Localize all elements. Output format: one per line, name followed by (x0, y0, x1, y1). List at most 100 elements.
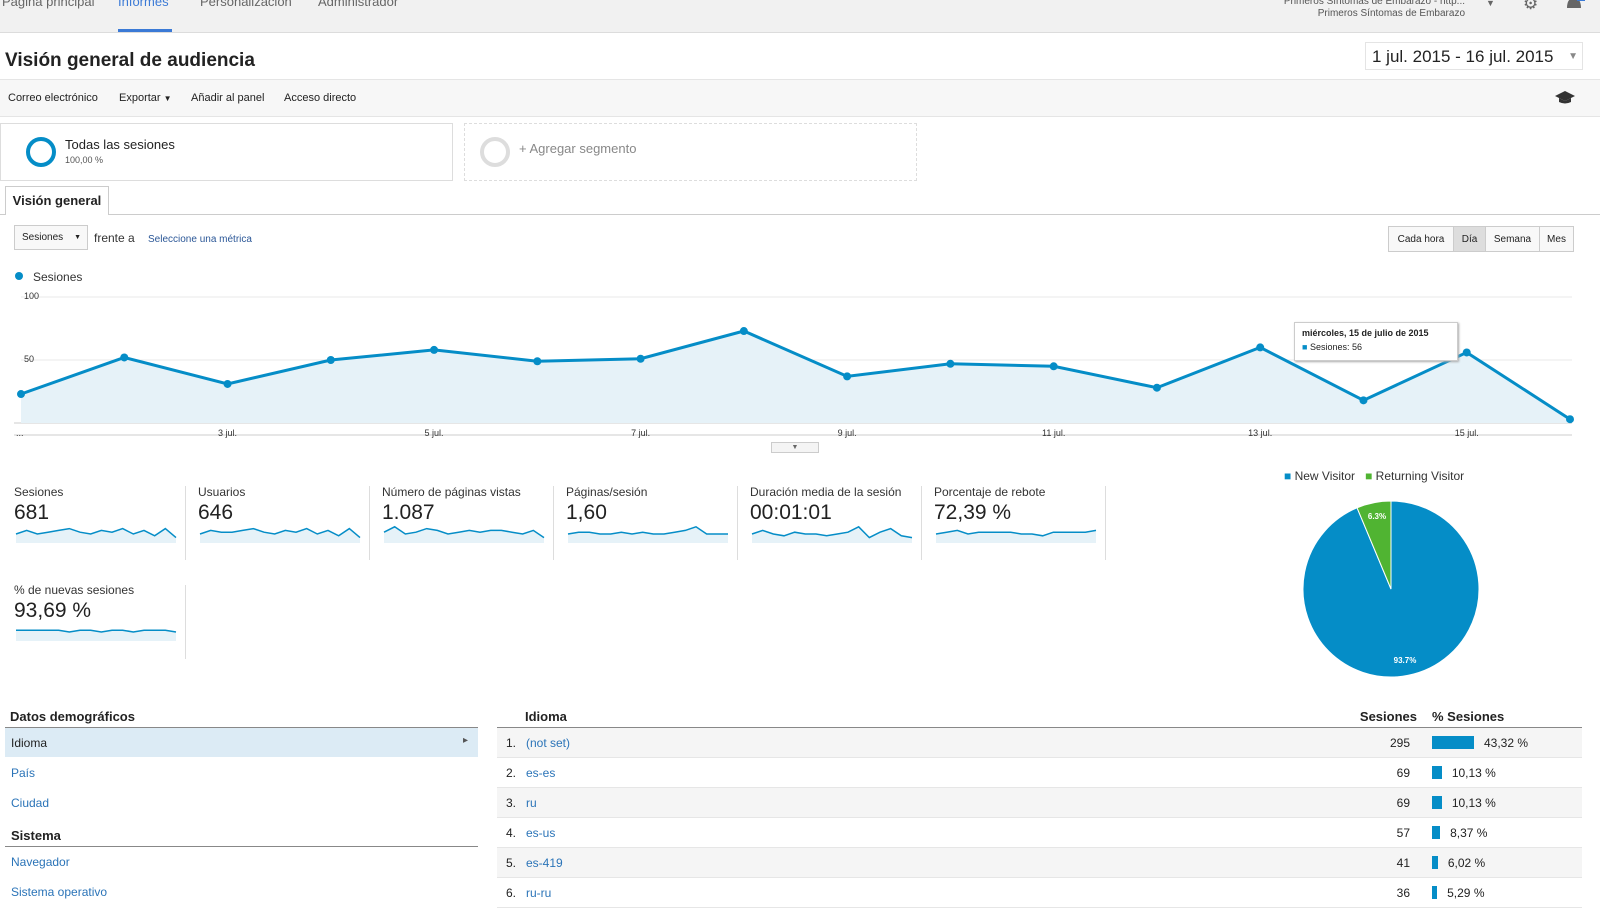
metric-value: 93,69 % (14, 599, 92, 622)
add-to-dashboard-button[interactable]: Añadir al panel (191, 92, 265, 104)
top-navigation: Página principal Informes Personalizació… (0, 0, 1600, 33)
system-item-os[interactable]: Sistema operativo (11, 885, 108, 899)
metric-1[interactable]: Usuarios 646 (198, 485, 368, 565)
row-language-link[interactable]: (not set) (526, 736, 571, 750)
metric-divider (185, 585, 186, 659)
row-sessions: 69 (1396, 796, 1410, 810)
granularity-hourly-button[interactable]: Cada hora (1388, 226, 1454, 252)
table-header-percent: % Sesiones (1432, 709, 1505, 724)
add-segment[interactable]: + Agregar segmento (464, 123, 917, 181)
data-point (430, 345, 439, 354)
sparkline-area (16, 630, 176, 641)
demographics-item-country[interactable]: País (11, 766, 36, 780)
tooltip-value: Sesiones: 56 (1309, 342, 1362, 352)
metric-value: 646 (198, 501, 234, 524)
table-header-sessions[interactable]: Sesiones (1359, 709, 1417, 724)
data-point (739, 327, 748, 336)
sparkline-line (935, 529, 1097, 537)
metric-0[interactable]: Sesiones 681 (14, 485, 184, 565)
account-name: Primeros Síntomas de Embarazo - http... (1283, 0, 1465, 7)
sparkline-line (383, 525, 545, 539)
tab-home[interactable]: Página principal (2, 0, 95, 9)
granularity-day-button[interactable]: Día (1453, 226, 1486, 252)
select-metric-link[interactable]: Seleccione una métrica (148, 234, 252, 245)
graduation-cap-icon[interactable] (1554, 90, 1576, 106)
segment-ring-icon (26, 137, 56, 167)
x-tick-label: 7 jul. (631, 428, 650, 438)
sparkline-line (199, 527, 361, 539)
empty-segment-ring-icon (480, 137, 510, 167)
account-selector[interactable]: Primeros Síntomas de Embarazo - http... … (1284, 0, 1465, 20)
row-language-link[interactable]: es-es (526, 766, 556, 780)
y-tick-label: 100 (24, 291, 39, 301)
row-percent: 6,02 % (1447, 856, 1486, 870)
metric-sparkline (15, 527, 177, 543)
sparkline-line (16, 629, 177, 633)
metric-label: Porcentaje de rebote (934, 485, 1046, 499)
data-point (223, 379, 232, 388)
tab-overview[interactable]: Visión general (5, 186, 109, 215)
y-tick-label: 50 (24, 354, 34, 364)
row-language-link[interactable]: es-419 (526, 856, 563, 870)
metric-sparkline (567, 525, 728, 543)
table-row: 5. es-419 41 6,02 % (497, 848, 1582, 878)
chevron-down-icon: ▼ (1568, 51, 1578, 62)
data-point (1566, 415, 1574, 424)
sparkline-area (752, 526, 912, 543)
data-point (1049, 362, 1058, 371)
pie-label-new: 93.7% (1394, 656, 1417, 665)
metric-select-value: Sesiones (22, 232, 64, 243)
metric-5[interactable]: Porcentaje de rebote 72,39 % (934, 485, 1104, 565)
segment-all-sessions[interactable]: Todas las sesiones 100,00 % (0, 123, 453, 181)
row-language-link[interactable]: ru (526, 796, 537, 810)
gear-icon[interactable]: ⚙ (1523, 0, 1539, 13)
row-percent: 43,32 % (1484, 736, 1529, 750)
row-language-link[interactable]: es-us (526, 826, 556, 840)
metric-3[interactable]: Páginas/sesión 1,60 (566, 485, 736, 565)
chevron-down-icon[interactable]: ▼ (1486, 0, 1495, 8)
demographics-item-language[interactable]: Idioma ▸ (5, 728, 478, 757)
versus-text: frente a (94, 231, 135, 245)
segment-percent: 100,00 % (65, 155, 104, 165)
row-sessions: 36 (1396, 886, 1410, 900)
x-tick-label: 13 jul. (1248, 428, 1272, 438)
tab-admin[interactable]: Administrador (318, 0, 399, 9)
row-language-link[interactable]: ru-ru (526, 886, 552, 900)
metric-4[interactable]: Duración media de la sesión 00:01:01 (750, 485, 920, 565)
date-range-picker[interactable]: 1 jul. 2015 - 16 jul. 2015 ▼ (1365, 42, 1583, 70)
metric-6[interactable]: % de nuevas sesiones 93,69 % (14, 583, 184, 663)
legend-new-visitor: New Visitor (1294, 469, 1356, 483)
granularity-month-button[interactable]: Mes (1539, 226, 1574, 252)
metric-divider (185, 486, 186, 560)
metric-sparkline (935, 529, 1097, 543)
pie-legend: ■ New Visitor ■ Returning Visitor (1284, 469, 1464, 483)
metric-value: 00:01:01 (750, 501, 832, 524)
shortcut-button[interactable]: Acceso directo (284, 92, 357, 104)
sparkline-area (936, 530, 1096, 543)
visitor-type-pie-chart: 93.7% 6.3% (1302, 500, 1480, 678)
granularity-week-button[interactable]: Semana (1485, 226, 1540, 252)
metric-value: 681 (14, 501, 50, 524)
email-button[interactable]: Correo electrónico (8, 92, 98, 104)
row-percent: 10,13 % (1451, 766, 1496, 780)
metric-select[interactable]: Sesiones ▼ (14, 225, 88, 250)
tab-customization[interactable]: Personalización (200, 0, 292, 9)
bell-icon[interactable] (1563, 0, 1585, 12)
metric-sparkline (16, 629, 177, 641)
metric-label: Sesiones (14, 485, 64, 499)
x-tick-label: 15 jul. (1455, 428, 1479, 438)
metric-divider (553, 486, 554, 560)
export-button[interactable]: Exportar ▼ (119, 92, 172, 104)
row-percent-bar (1432, 796, 1442, 809)
chart-tooltip: miércoles, 15 de julio de 2015 ■ Sesione… (1294, 322, 1458, 361)
page-title: Visión general de audiencia (5, 50, 255, 71)
row-sessions: 41 (1396, 856, 1410, 870)
tab-reports[interactable]: Informes (118, 0, 169, 9)
chart-collapse-toggle[interactable]: ▼ (771, 442, 819, 453)
demographics-item-city[interactable]: Ciudad (11, 796, 50, 810)
chevron-right-icon: ▸ (462, 735, 468, 746)
system-item-browser[interactable]: Navegador (11, 855, 70, 869)
property-name: Primeros Síntomas de Embarazo (1317, 8, 1465, 19)
metric-sparkline (199, 527, 361, 543)
metric-2[interactable]: Número de páginas vistas 1.087 (382, 485, 552, 565)
